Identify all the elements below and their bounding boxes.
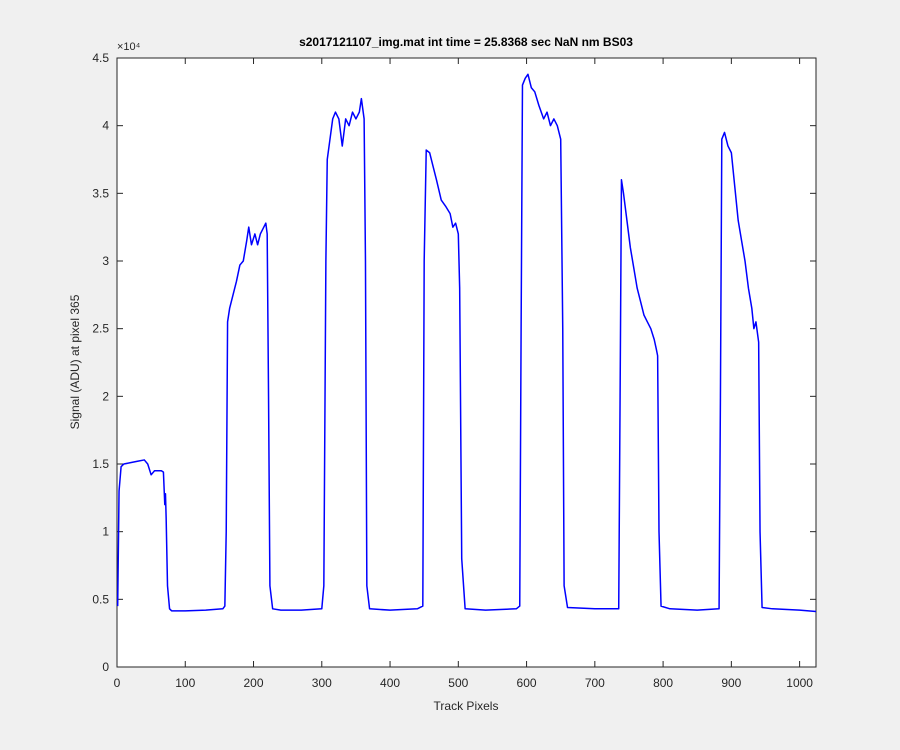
chart-title: s2017121107_img.mat int time = 25.8368 s…	[299, 35, 633, 49]
y-tick-label: 0.5	[92, 592, 109, 606]
y-tick-label: 2	[102, 389, 109, 403]
x-tick-label: 100	[175, 676, 195, 690]
data-line	[116, 73, 817, 613]
y-tick-label: 1.5	[92, 457, 109, 471]
x-tick-label: 1000	[786, 676, 813, 690]
y-tick-label: 3.5	[92, 186, 109, 200]
x-tick-label: 300	[312, 676, 332, 690]
y-tick-label: 4	[102, 119, 109, 133]
x-tick-label: 700	[585, 676, 605, 690]
y-tick-label: 1	[102, 525, 109, 539]
y-tick-label: 3	[102, 254, 109, 268]
x-tick-label: 600	[517, 676, 537, 690]
y-tick-label: 0	[102, 660, 109, 674]
x-tick-label: 900	[721, 676, 741, 690]
y-multiplier: ×10⁴	[117, 41, 141, 53]
y-tick-label: 4.5	[92, 51, 109, 65]
x-tick-label: 0	[114, 676, 121, 690]
y-axis-label: Signal (ADU) at pixel 365	[68, 294, 82, 429]
y-tick-label: 2.5	[92, 322, 109, 336]
x-tick-label: 500	[448, 676, 468, 690]
x-tick-label: 800	[653, 676, 673, 690]
plot-area	[116, 57, 817, 668]
x-tick-label: 400	[380, 676, 400, 690]
x-tick-label: 200	[244, 676, 264, 690]
x-axis-label: Track Pixels	[434, 699, 499, 713]
